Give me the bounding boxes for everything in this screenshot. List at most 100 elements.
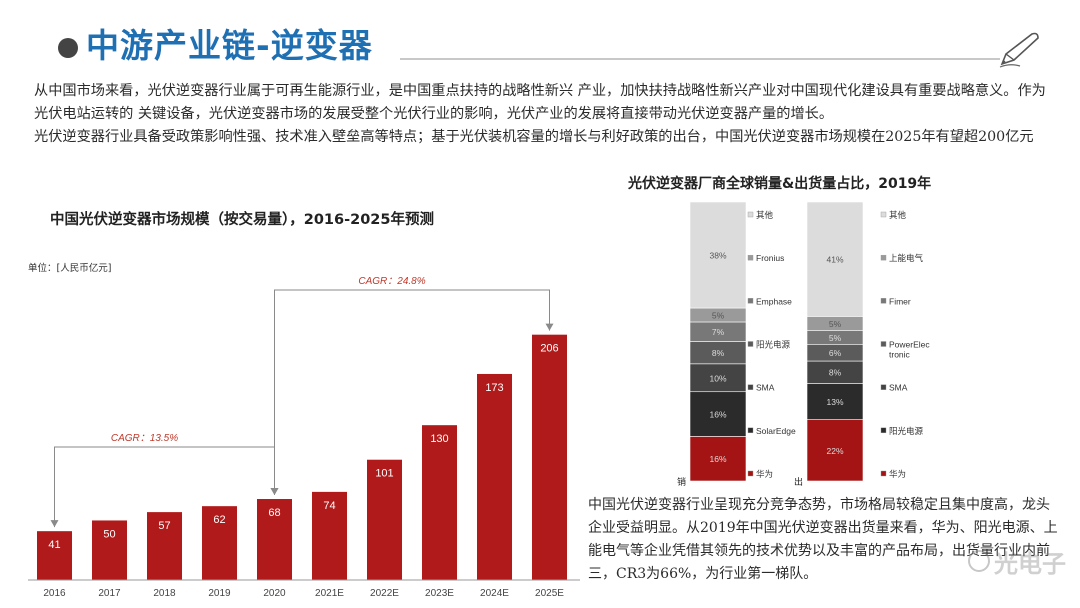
cagr-label: CAGR：24.8%: [358, 276, 425, 287]
legend-swatch: [747, 427, 754, 434]
x-tick-label: 2019: [208, 588, 231, 599]
legend-swatch: [747, 254, 754, 261]
legend-swatch: [880, 254, 887, 261]
x-tick-label: 2022E: [370, 588, 399, 599]
segment-label: 41%: [826, 255, 843, 265]
summary-text: 中国光伏逆变器行业呈现充分竞争态势，市场格局较稳定且集中度高，龙头企业受益明显。…: [588, 497, 1058, 582]
legend-swatch: [747, 341, 754, 347]
x-tick-label: 2025E: [535, 588, 564, 599]
bar-value-label: 206: [540, 343, 558, 355]
bar-value-label: 57: [158, 520, 170, 532]
legend-label: SolarEdge: [756, 426, 796, 436]
legend-swatch: [880, 427, 887, 434]
bar-category-label: 销量: [676, 476, 686, 486]
x-tick-label: 2023E: [425, 588, 454, 599]
legend-swatch: [747, 384, 754, 390]
segment-label: 38%: [709, 251, 726, 261]
segment-label: 22%: [826, 446, 843, 456]
segment-label: 16%: [709, 454, 726, 464]
bar: [477, 373, 512, 580]
unit-label: 单位：[人民币亿元]: [28, 263, 112, 274]
bar-value-label: 50: [103, 528, 115, 540]
cagr-arrow-line: [274, 289, 550, 496]
legend-label: Fronius: [756, 253, 784, 263]
bar-value-label: 74: [323, 500, 335, 512]
legend-label: SMA: [756, 383, 775, 393]
cagr-arrow-head: [545, 323, 554, 331]
legend-swatch: [747, 298, 754, 304]
bar: [257, 499, 292, 580]
legend-label: PowerElec: [889, 340, 930, 350]
segment-label: 13%: [826, 397, 843, 407]
legend-swatch: [747, 470, 754, 477]
bar-value-label: 101: [375, 468, 393, 480]
stack-segment: [806, 201, 864, 317]
x-tick-label: 2016: [43, 588, 66, 599]
legend-swatch: [880, 470, 887, 477]
legend-label: Fimer: [889, 296, 911, 306]
legend-label: 其他: [889, 210, 907, 220]
cagr-arrow-head: [270, 488, 279, 496]
segment-label: 8%: [829, 368, 842, 378]
bar: [312, 491, 347, 580]
legend-swatch: [747, 211, 754, 218]
bar: [532, 334, 567, 580]
x-tick-label: 2020: [263, 588, 286, 599]
stack-segment: [806, 383, 864, 420]
bar-value-label: 68: [268, 507, 280, 519]
vendor-share-stacked-chart: 16% 16% 10% 8% 7% 5% 38% 销量 其他 Fronius Emphase 阳光电源…: [676, 201, 930, 486]
x-tick-label: 2024E: [480, 588, 509, 599]
x-tick-label: 2017: [98, 588, 121, 599]
watermark-text: 光电子: [994, 550, 1066, 578]
legend-swatch: [880, 211, 887, 218]
legend-label: 上能电气: [889, 253, 924, 263]
segment-label: 7%: [712, 327, 725, 337]
bar: [147, 512, 182, 580]
bar: [202, 506, 237, 580]
bar-value-label: 130: [430, 433, 448, 445]
stack-segment: [806, 419, 864, 482]
pen-icon: [999, 32, 1039, 68]
x-tick-label: 2021E: [315, 588, 344, 599]
page-header: 中游产业链-逆变器: [0, 0, 1080, 68]
stack-segment: [689, 436, 747, 482]
stack-segment: [689, 201, 747, 309]
segment-label: 5%: [829, 319, 842, 329]
legend-swatch: [880, 341, 887, 347]
legend-swatch: [880, 298, 887, 304]
bar-value-label: 41: [48, 539, 60, 551]
segment-label: 5%: [829, 333, 842, 343]
bar: [367, 459, 402, 580]
bar: [37, 531, 72, 580]
segment-label: 16%: [709, 410, 726, 420]
cagr-arrow-head: [50, 520, 59, 528]
legend-label: 其他: [756, 210, 774, 220]
segment-label: 6%: [829, 348, 842, 358]
segment-label: 8%: [712, 348, 725, 358]
legend-label-cont: tronic: [889, 350, 911, 360]
bar-value-label: 62: [213, 514, 225, 526]
bar: [92, 520, 127, 580]
market-size-chart-title: 中国光伏逆变器市场规模（按交易量），2016-2025年预测: [50, 212, 434, 228]
vendor-share-chart-title: 光伏逆变器厂商全球销量&出货量占比，2019年: [628, 176, 932, 192]
legend-label: 阳光电源: [889, 426, 924, 436]
bar-value-label: 173: [485, 382, 503, 394]
legend-label: Emphase: [756, 296, 792, 306]
watermark-logo: [968, 550, 990, 572]
intro-text: 从中国市场来看，光伏逆变器行业属于可再生能源行业，是中国重点扶持的战略性新兴 产…: [34, 80, 1054, 149]
legend-label: 阳光电源: [756, 340, 791, 350]
page-title: 中游产业链-逆变器: [86, 26, 373, 65]
bullet-dot: [58, 38, 78, 58]
intro-paragraph-2: 光伏逆变器行业具备受政策影响性强、技术准入壁垒高等特点；基于光伏装机容量的增长与…: [34, 129, 1034, 145]
legend-label: 华为: [756, 469, 773, 479]
intro-paragraph-1: 从中国市场来看，光伏逆变器行业属于可再生能源行业，是中国重点扶持的战略性新兴 产…: [34, 83, 1046, 122]
x-tick-label: 2018: [153, 588, 176, 599]
bar: [422, 425, 457, 580]
legend-label: SMA: [889, 383, 908, 393]
market-size-bar-chart: 41 2016 50 2017 57 2018 62 2019 68 2020 74 2021E 101…: [28, 276, 580, 599]
legend-swatch: [880, 384, 887, 390]
cagr-label: CAGR：13.5%: [111, 433, 178, 444]
title-underline: [400, 58, 1000, 60]
segment-label: 5%: [712, 310, 725, 320]
bar-category-label: 出货量: [793, 476, 803, 486]
